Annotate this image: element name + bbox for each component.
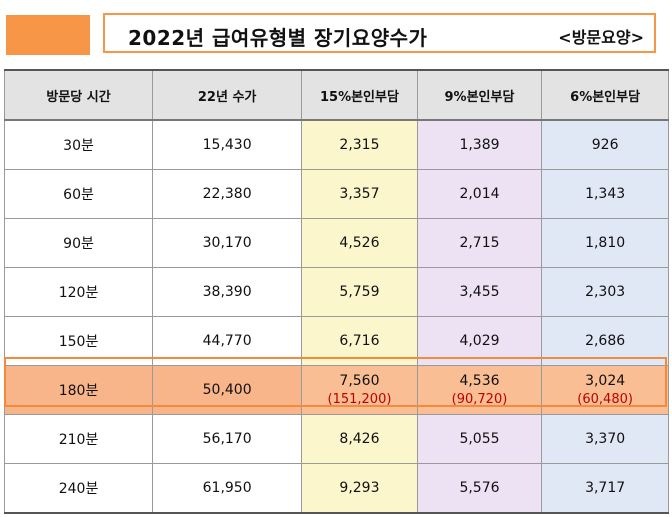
table-row: 150분 44,770 6,716 4,029 2,686 <box>3 316 669 366</box>
table-row: 60분 22,380 3,357 2,014 1,343 <box>3 169 669 219</box>
cell-15-value: 7,560 <box>339 373 380 389</box>
accent-block <box>6 15 90 55</box>
cell-6: 1,810 <box>541 218 669 268</box>
cell-15: 8,426 <box>301 414 418 464</box>
cell-15: 7,560 (151,200) <box>301 365 418 415</box>
header-6: 6%본인부담 <box>541 69 669 121</box>
page-title: 2022년 급여유형별 장기요양수가 <box>128 26 428 50</box>
cell-6-monthly: (60,480) <box>577 392 633 407</box>
cell-9: 4,029 <box>416 316 543 366</box>
cell-time: 60분 <box>3 169 154 219</box>
cell-time: 90분 <box>3 218 154 268</box>
table-header-row: 방문당 시간 22년 수가 15%본인부담 9%본인부담 6%본인부담 <box>3 69 669 121</box>
cell-6: 1,343 <box>541 169 669 219</box>
header-9: 9%본인부담 <box>416 69 543 121</box>
cell-time: 30분 <box>3 119 154 170</box>
cell-15-monthly: (151,200) <box>327 392 392 407</box>
table-row: 210분 56,170 8,426 5,055 3,370 <box>3 414 669 464</box>
cell-15: 4,526 <box>301 218 418 268</box>
cell-6: 2,303 <box>541 267 669 317</box>
title-box: 2022년 급여유형별 장기요양수가 <방문요양> <box>103 13 656 53</box>
cell-9: 5,055 <box>416 414 543 464</box>
fee-table: 방문당 시간 22년 수가 15%본인부담 9%본인부담 6%본인부담 30분 … <box>3 69 669 514</box>
cell-6: 3,370 <box>541 414 669 464</box>
cell-time: 150분 <box>3 316 154 366</box>
header-fee: 22년 수가 <box>152 69 303 121</box>
header-time: 방문당 시간 <box>3 69 154 121</box>
cell-15: 2,315 <box>301 119 418 170</box>
cell-6: 2,686 <box>541 316 669 366</box>
cell-time: 180분 <box>3 365 154 415</box>
cell-15: 6,716 <box>301 316 418 366</box>
cell-9-value: 4,536 <box>459 373 500 389</box>
cell-9: 1,389 <box>416 119 543 170</box>
cell-fee: 61,950 <box>152 463 303 514</box>
cell-9: 2,715 <box>416 218 543 268</box>
cell-9: 4,536 (90,720) <box>416 365 543 415</box>
cell-9: 5,576 <box>416 463 543 514</box>
cell-6: 3,717 <box>541 463 669 514</box>
cell-fee: 15,430 <box>152 119 303 170</box>
header-15: 15%본인부담 <box>301 69 418 121</box>
cell-fee: 44,770 <box>152 316 303 366</box>
cell-6-value: 3,024 <box>585 373 626 389</box>
cell-9: 3,455 <box>416 267 543 317</box>
cell-15: 3,357 <box>301 169 418 219</box>
cell-fee: 56,170 <box>152 414 303 464</box>
cell-6: 3,024 (60,480) <box>541 365 669 415</box>
cell-15: 5,759 <box>301 267 418 317</box>
cell-15: 9,293 <box>301 463 418 514</box>
cell-fee: 22,380 <box>152 169 303 219</box>
cell-fee: 38,390 <box>152 267 303 317</box>
cell-fee: 30,170 <box>152 218 303 268</box>
table-row: 90분 30,170 4,526 2,715 1,810 <box>3 218 669 268</box>
cell-fee: 50,400 <box>152 365 303 415</box>
table-row: 30분 15,430 2,315 1,389 926 <box>3 119 669 170</box>
cell-6: 926 <box>541 119 669 170</box>
cell-time: 120분 <box>3 267 154 317</box>
table-row: 240분 61,950 9,293 5,576 3,717 <box>3 463 669 514</box>
table-row-highlighted: 180분 50,400 7,560 (151,200) 4,536 (90,72… <box>3 365 669 415</box>
cell-9-monthly: (90,720) <box>451 392 508 407</box>
cell-time: 240분 <box>3 463 154 514</box>
page-subtitle: <방문요양> <box>558 28 644 47</box>
table-row: 120분 38,390 5,759 3,455 2,303 <box>3 267 669 317</box>
cell-time: 210분 <box>3 414 154 464</box>
cell-9: 2,014 <box>416 169 543 219</box>
